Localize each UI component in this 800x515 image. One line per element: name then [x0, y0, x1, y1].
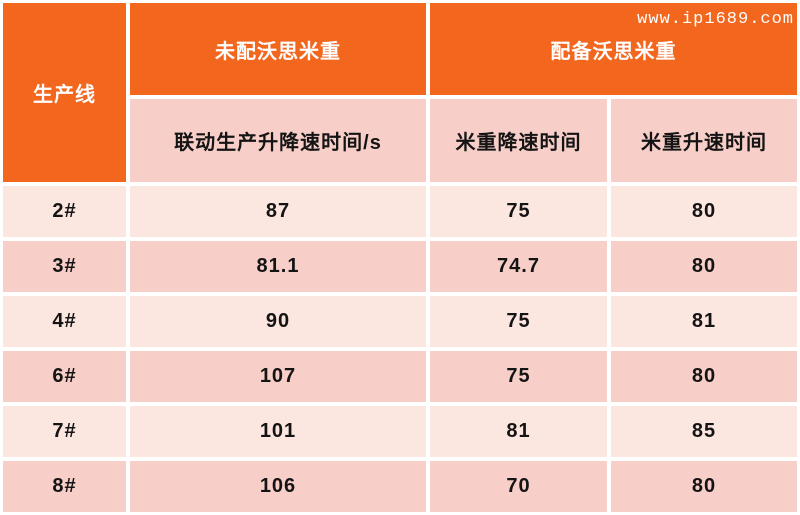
row-label-text: 6#	[52, 365, 77, 387]
table-cell: 101	[130, 406, 426, 457]
table-cell: 74.7	[430, 241, 607, 292]
sub-header-linked-speed-time: 联动生产升降速时间/s	[130, 99, 426, 182]
column-header-label: 生产线	[33, 84, 96, 106]
cell-value: 80	[691, 475, 717, 497]
row-label-text: 2#	[52, 200, 77, 222]
table-cell: 107	[130, 351, 426, 402]
table-cell: 80	[611, 351, 797, 402]
table-cell: 75	[430, 186, 607, 237]
cell-value: 85	[691, 420, 717, 442]
cell-value: 81.1	[256, 255, 300, 277]
row-label-text: 4#	[52, 310, 77, 332]
table-cell: 70	[430, 461, 607, 512]
table-cell: 85	[611, 406, 797, 457]
cell-value: 80	[691, 365, 717, 387]
row-label-text: 7#	[52, 420, 77, 442]
group-header-label: 配备沃思米重	[550, 40, 677, 63]
table-cell: 81	[611, 296, 797, 347]
sub-header-label: 联动生产升降速时间/s	[174, 132, 382, 154]
watermark-url: www.ip1689.com	[637, 10, 794, 29]
group-header-without-meter-weight: 未配沃思米重	[130, 3, 426, 95]
cell-value: 106	[259, 475, 297, 497]
table-cell: 80	[611, 461, 797, 512]
table-cell: 81	[430, 406, 607, 457]
cell-value: 75	[506, 200, 531, 222]
row-label: 3#	[3, 241, 126, 292]
row-label-text: 3#	[52, 255, 77, 277]
sub-header-label: 米重升速时间	[641, 132, 767, 154]
cell-value: 101	[259, 420, 297, 442]
cell-value: 80	[691, 255, 717, 277]
table-cell: 90	[130, 296, 426, 347]
cell-value: 80	[691, 200, 717, 222]
cell-value: 107	[259, 365, 297, 387]
sub-header-deceleration-time: 米重降速时间	[430, 99, 607, 182]
cell-value: 81	[506, 420, 531, 442]
cell-value: 81	[691, 310, 717, 332]
table-cell: 80	[611, 186, 797, 237]
row-label: 4#	[3, 296, 126, 347]
row-label: 8#	[3, 461, 126, 512]
sub-header-acceleration-time: 米重升速时间	[611, 99, 797, 182]
table-cell: 106	[130, 461, 426, 512]
table-cell: 75	[430, 296, 607, 347]
cell-value: 90	[265, 310, 291, 332]
row-label: 7#	[3, 406, 126, 457]
group-header-with-meter-weight: 配备沃思米重 www.ip1689.com	[430, 3, 797, 95]
cell-value: 74.7	[497, 255, 540, 277]
cell-value: 75	[506, 310, 531, 332]
table-cell: 87	[130, 186, 426, 237]
group-header-label: 未配沃思米重	[215, 40, 341, 63]
cell-value: 75	[506, 365, 531, 387]
cell-value: 87	[265, 200, 291, 222]
sub-header-label: 米重降速时间	[455, 132, 582, 154]
column-header-production-line: 生产线	[3, 3, 126, 182]
cell-value: 70	[506, 475, 531, 497]
row-label: 2#	[3, 186, 126, 237]
table-cell: 75	[430, 351, 607, 402]
table-cell: 80	[611, 241, 797, 292]
table-cell: 81.1	[130, 241, 426, 292]
row-label-text: 8#	[52, 475, 77, 497]
row-label: 6#	[3, 351, 126, 402]
